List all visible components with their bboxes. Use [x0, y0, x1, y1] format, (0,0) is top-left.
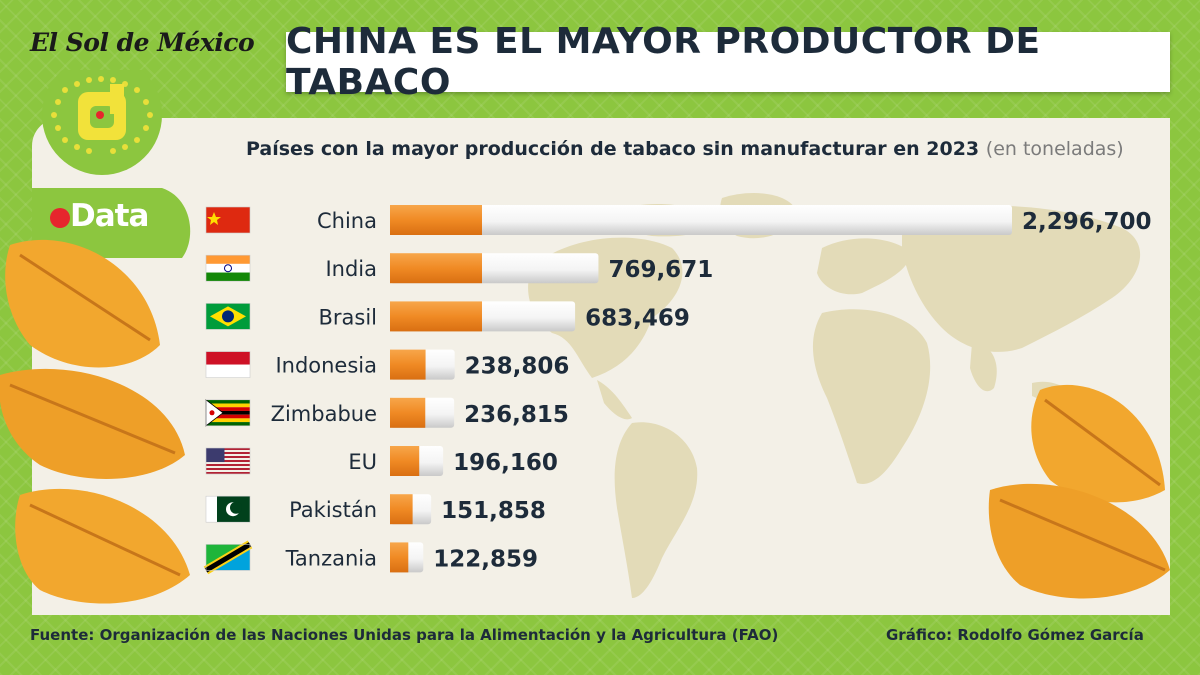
data-logo	[0, 55, 190, 260]
brazil-flag-icon	[205, 303, 251, 330]
bar	[390, 349, 455, 380]
data-logo-text: Data	[70, 198, 149, 234]
value-label: 2,296,700	[1022, 209, 1152, 235]
bar-filter	[390, 494, 413, 525]
indonesia-flag-icon	[205, 351, 251, 378]
india-flag-icon	[205, 254, 251, 282]
category-label: Pakistán	[289, 498, 377, 522]
category-label: Zimbabue	[271, 402, 377, 426]
tobacco-leaves-left-icon	[0, 239, 191, 604]
tanzania-flag-icon	[203, 540, 253, 575]
chart-subtitle: Países con la mayor producción de tabaco…	[246, 138, 1146, 160]
bar	[390, 301, 576, 332]
value-label: 683,469	[585, 305, 690, 331]
bar	[390, 542, 424, 573]
bar	[390, 253, 599, 284]
data-logo-badge	[32, 188, 191, 258]
value-label: 769,671	[608, 257, 713, 283]
china-flag-icon	[205, 206, 251, 234]
page-title: CHINA ES EL MAYOR PRODUCTOR DE TABACO	[286, 21, 1041, 103]
category-label: China	[317, 209, 377, 233]
pakistan-flag-icon	[205, 495, 251, 523]
bar-body	[390, 205, 1012, 235]
value-label: 151,858	[441, 498, 546, 524]
brand-logo: El Sol de México	[30, 28, 255, 57]
title-box: CHINA ES EL MAYOR PRODUCTOR DE TABACO	[286, 21, 1170, 103]
value-label: 122,859	[433, 546, 538, 572]
zimbabwe-flag-icon	[205, 398, 251, 427]
bar	[390, 205, 1012, 235]
source-note: Fuente: Organización de las Naciones Uni…	[30, 626, 779, 644]
value-label: 238,806	[465, 354, 570, 380]
bar-filter	[390, 397, 426, 428]
data-logo-graphic	[42, 55, 162, 175]
bar	[390, 397, 455, 428]
value-label: 236,815	[464, 402, 569, 428]
category-label: Indonesia	[275, 354, 377, 378]
tobacco-leaves-right-icon	[988, 384, 1170, 599]
credit-note: Gráfico: Rodolfo Gómez García	[886, 626, 1144, 644]
bar-filter	[390, 205, 482, 235]
category-label: EU	[348, 450, 377, 474]
bar	[390, 494, 432, 525]
category-label: Tanzania	[285, 546, 377, 570]
category-label: India	[325, 257, 377, 281]
bar-filter	[390, 301, 482, 332]
value-label: 196,160	[453, 450, 558, 476]
category-label: Brasil	[318, 305, 377, 329]
bar-filter	[390, 253, 482, 284]
bar-filter	[390, 446, 420, 476]
usa-flag-icon	[205, 447, 251, 475]
bar	[390, 446, 444, 476]
subtitle-unit: (en toneladas)	[985, 138, 1124, 160]
bar-filter	[390, 542, 409, 573]
subtitle-text: Países con la mayor producción de tabaco…	[246, 138, 980, 160]
bar-filter	[390, 349, 426, 380]
